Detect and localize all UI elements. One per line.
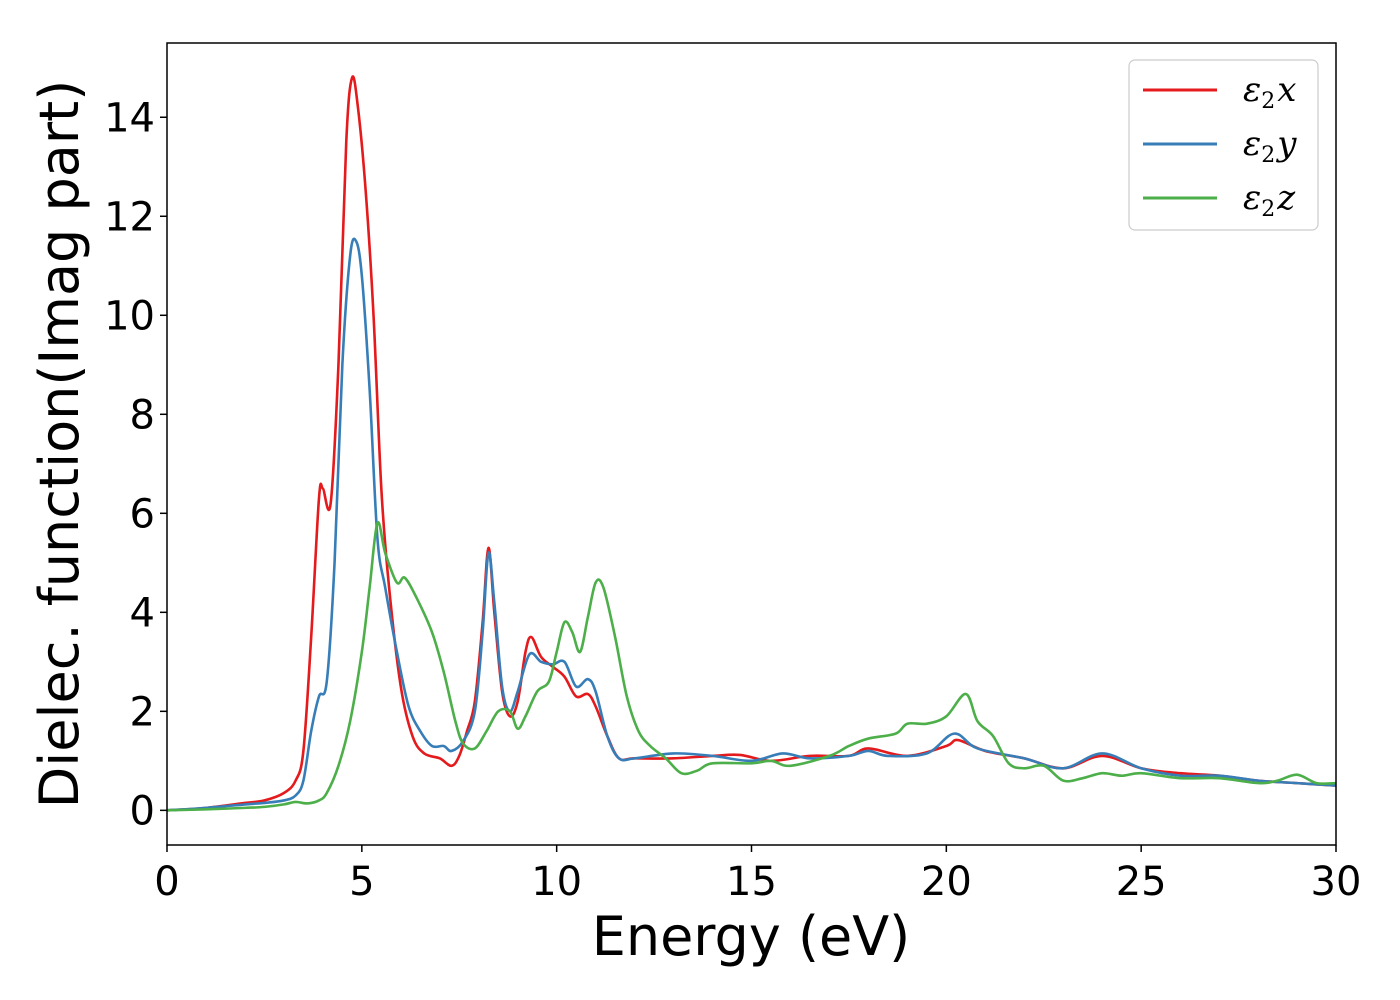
- y-tick-label: 2: [130, 689, 155, 735]
- y-tick-label: 8: [130, 392, 155, 438]
- y-tick-label: 12: [104, 194, 155, 240]
- y-tick-label: 4: [130, 590, 155, 636]
- x-tick-label: 20: [921, 859, 972, 905]
- y-axis-ticks: 0 2 4 6 8 10 12 14: [104, 95, 167, 834]
- x-axis-ticks: 0 5 10 15 20 25 30: [154, 845, 1361, 905]
- x-tick-label: 25: [1116, 859, 1167, 905]
- legend-box: [1128, 59, 1319, 231]
- y-tick-label: 6: [130, 491, 155, 537]
- legend: ε2x ε2y ε2z: [1128, 59, 1319, 231]
- legend-label: ε2y: [1243, 124, 1297, 168]
- x-axis-label: Energy (eV): [592, 905, 911, 968]
- y-tick-label: 14: [104, 95, 155, 141]
- x-tick-label: 10: [531, 859, 582, 905]
- x-tick-label: 15: [726, 859, 777, 905]
- series-line-2: [167, 237, 1336, 812]
- y-tick-label: 10: [104, 293, 155, 339]
- series-layer: [167, 75, 1336, 812]
- legend-label: ε2x: [1243, 70, 1296, 114]
- y-tick-label: 0: [130, 788, 155, 834]
- x-tick-label: 5: [349, 859, 374, 905]
- legend-label: ε2z: [1243, 178, 1296, 222]
- x-tick-label: 0: [154, 859, 179, 905]
- x-tick-label: 30: [1311, 859, 1362, 905]
- series-line-3: [167, 521, 1336, 812]
- y-axis-label: Dielec. function(Imag part): [28, 80, 91, 809]
